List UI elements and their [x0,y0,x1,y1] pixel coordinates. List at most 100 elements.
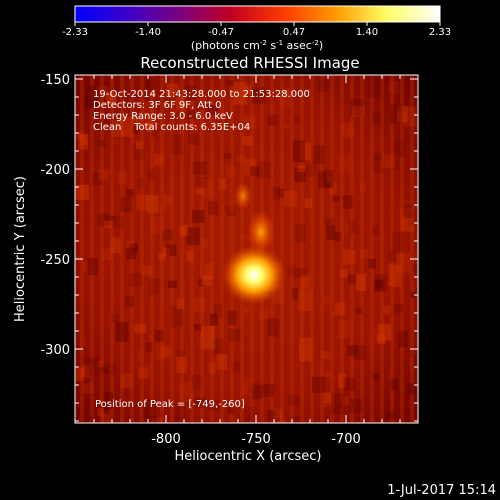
detectors-text: Detectors: 3F 6F 9F, Att 0 [93,100,221,111]
speckle [131,115,139,125]
speckle [176,356,187,374]
speckle [233,81,248,105]
speckle [87,257,99,276]
speckle [103,362,118,375]
speckle [213,303,223,319]
speckle [135,118,150,130]
speckle [393,139,406,158]
x-tick-label: -800 [151,432,181,447]
speckle [368,258,377,269]
colorbar-tick-label: 2.33 [429,27,451,38]
speckle [403,204,413,219]
speckle [291,287,299,300]
colorbar-tick-label: -0.47 [208,27,234,38]
speckle [128,273,143,287]
speckle [195,186,205,195]
speckle [273,408,284,423]
speckle [343,378,355,391]
speckle [132,144,145,160]
speckle [348,398,363,413]
speckle [75,184,90,201]
speckle [226,206,236,216]
speckle [150,216,165,234]
speckle [198,278,205,287]
speckle [202,178,214,199]
speckle [179,382,193,403]
speckle [117,171,127,184]
speckle [294,114,301,122]
speckle [402,215,415,233]
speckle [100,367,108,373]
speckle [147,121,154,132]
speckle [298,289,313,312]
speckle [249,381,261,394]
speckle [340,269,348,278]
speckle [110,237,121,254]
speckle [212,339,224,355]
speckle [342,396,349,405]
speckle [292,140,306,162]
speckle [400,208,414,231]
speckle [115,322,129,342]
speckle [330,393,345,415]
speckle [233,361,240,372]
speckle [322,393,335,407]
speckle [262,383,275,397]
speckle [332,196,340,202]
colorbar-tick-label: -2.33 [62,27,88,38]
speckle [374,152,382,161]
speckle [393,304,404,313]
speckle [374,327,385,342]
speckle [352,345,367,360]
y-tick-label: -250 [40,253,70,268]
speckle [396,111,406,124]
unit-exponent: -2 [260,39,267,47]
speckle [371,112,382,125]
speckle [208,201,219,216]
speckle [287,264,296,276]
speckle [278,420,287,423]
speckle [397,106,409,123]
speckle [299,142,311,161]
speckle [374,279,384,292]
plot-frame [74,74,419,424]
speckle [328,181,337,195]
unit-part: s [267,39,276,52]
speckle [283,191,298,207]
speckle [294,168,306,182]
speckle [87,416,94,423]
speckle [413,355,418,370]
speckle [395,253,410,273]
speckle [82,383,94,394]
speckle [195,103,203,110]
speckle [300,275,310,289]
speckle [110,215,125,230]
speckle [201,237,208,249]
speckle [293,415,301,423]
speckle [103,392,114,410]
speckle [244,115,256,129]
speckle [191,125,198,134]
speckle [188,128,199,145]
speckle [194,323,202,331]
speckle [228,207,236,214]
speckle [176,350,185,358]
speckle [78,133,89,150]
speckle [258,310,269,320]
speckle [267,115,278,126]
speckle [167,280,178,289]
speckle [187,110,195,119]
speckle [161,346,171,358]
speckle [166,244,177,256]
speckle [175,405,185,421]
unit-part: asec [283,39,312,52]
speckle [317,79,330,92]
speckle [388,264,402,287]
speckle [356,274,367,292]
speckle [324,391,332,404]
speckle [242,136,253,146]
speckle [322,295,331,305]
speckle [85,357,100,376]
speckle [225,166,236,177]
